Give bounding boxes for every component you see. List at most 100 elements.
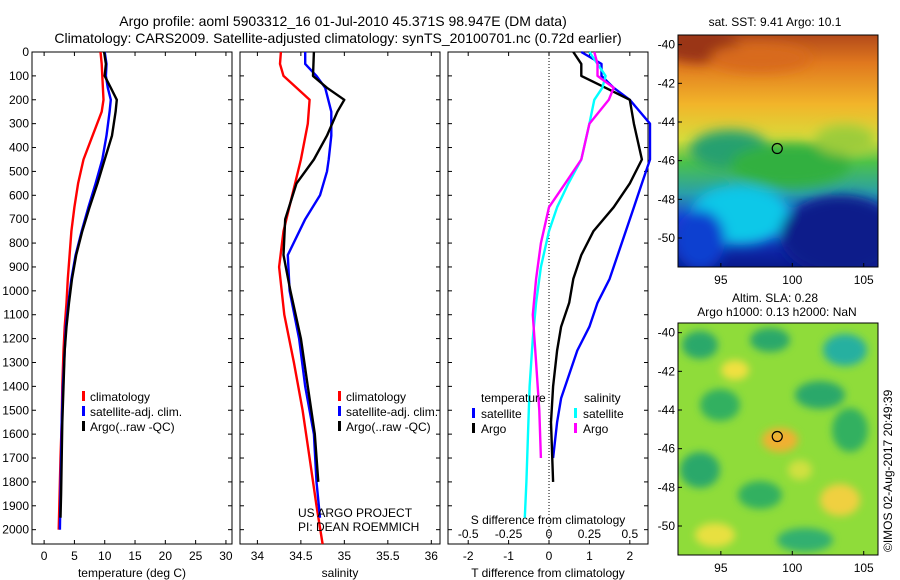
salinity-diff-tick-label: 0.25 bbox=[578, 527, 602, 541]
salinity-diff-tick-label: -0.25 bbox=[495, 527, 523, 541]
depth-tick-label: 2000 bbox=[2, 523, 29, 537]
difference-profile-xtick-label: 2 bbox=[626, 549, 633, 563]
sst-map-frame bbox=[677, 34, 879, 268]
depth-tick-label: 1100 bbox=[3, 308, 29, 322]
salinity-diff-tick-label: -0.5 bbox=[458, 527, 479, 541]
salinity-profile-xlabel: salinity bbox=[322, 566, 359, 580]
temperature-profile-series-argo-raw-qc- bbox=[59, 51, 119, 518]
salinity-panel: 34 34.5 35 35.5 36 salinity climatologysatelli… bbox=[239, 51, 441, 580]
sst-map-ytick-label: -42 bbox=[658, 76, 676, 90]
temperature-profile-series-climatology bbox=[57, 51, 105, 530]
depth-tick-label: 900 bbox=[9, 260, 29, 274]
salinity-profile-legend-label: Argo(..raw -QC) bbox=[346, 420, 431, 434]
depth-tick-label: 1800 bbox=[2, 475, 29, 489]
temperature-profile-frame bbox=[31, 51, 233, 545]
sst-map-xtick-label: 100 bbox=[782, 273, 802, 287]
sla-map-field bbox=[678, 323, 878, 555]
sla-map-ytick-label: -48 bbox=[658, 480, 676, 494]
sst-map: sat. SST: 9.41 Argo: 10.1 95 100 105 -40 -42… bbox=[658, 15, 879, 287]
depth-tick-label: 1000 bbox=[2, 284, 29, 298]
depth-tick-label: 800 bbox=[9, 236, 29, 250]
difference-profile-xtick-label: -2 bbox=[463, 549, 474, 563]
salinity-profile-xtick-label: 34 bbox=[251, 549, 265, 563]
depth-tick-label: 500 bbox=[9, 164, 29, 178]
figure-title-line1: Argo profile: aoml 5903312_16 01-Jul-201… bbox=[119, 13, 567, 29]
depth-tick-label: 700 bbox=[9, 212, 29, 226]
temperature-profile-legend-label: climatology bbox=[90, 390, 150, 404]
legend-title-salinity: salinity bbox=[584, 391, 621, 405]
salinity-profile-series-satellite-adj-clim- bbox=[286, 52, 333, 518]
difference-legend-label: satellite bbox=[481, 407, 522, 421]
sst-argo-location-marker bbox=[771, 142, 783, 155]
salinity-profile-xtick-label: 34.5 bbox=[289, 549, 313, 563]
difference-legend-label: Argo bbox=[481, 422, 507, 436]
temperature-profile-xtick-label: 20 bbox=[159, 549, 173, 563]
sst-map-axes: 95 100 105 -40 -42 -44 -46 -48 -50 bbox=[658, 38, 874, 287]
sla-map-subtitle: Argo h1000: 0.13 h2000: NaN bbox=[697, 305, 856, 319]
salinity-profile-xtick-label: 35.5 bbox=[376, 549, 400, 563]
depth-tick-label: 1900 bbox=[2, 499, 29, 513]
temperature-profile-legend-label: Argo(..raw -QC) bbox=[90, 420, 175, 434]
temperature-profile-legend-label: satellite-adj. clim. bbox=[90, 405, 182, 419]
depth-tick-label: 1300 bbox=[2, 355, 29, 369]
salinity-profile-legend-swatch bbox=[338, 421, 341, 431]
salinity-profile-xtick-label: 35 bbox=[338, 549, 352, 563]
difference-legend-swatch bbox=[472, 423, 475, 433]
sla-map-ytick-label: -46 bbox=[658, 442, 676, 456]
depth-tick-label: 200 bbox=[9, 93, 29, 107]
salinity-diff-tick-label: 0.5 bbox=[621, 527, 638, 541]
temperature-profile-legend-swatch bbox=[82, 406, 85, 416]
depth-tick-label: 1600 bbox=[2, 427, 29, 441]
difference-profile-series-salinity-argo bbox=[531, 51, 615, 459]
salinity-profile-legend-label: satellite-adj. clim. bbox=[346, 405, 438, 419]
depth-tick-label: 300 bbox=[9, 117, 29, 131]
salinity-profile-xtick-label: 36 bbox=[425, 549, 439, 563]
project-credit: US ARGO PROJECT bbox=[298, 506, 413, 520]
figure-title-line2: Climatology: CARS2009. Satellite-adjuste… bbox=[54, 30, 621, 46]
sla-map-frame bbox=[677, 322, 879, 556]
difference-legend-label: Argo bbox=[583, 422, 609, 436]
sst-map-xtick-label: 95 bbox=[714, 273, 728, 287]
salinity-profile-legend-swatch bbox=[338, 391, 341, 401]
depth-tick-label: 1200 bbox=[2, 332, 29, 346]
temperature-profile-xtick-label: 10 bbox=[98, 549, 112, 563]
difference-profile-series-temperature-argo bbox=[549, 51, 644, 482]
pi-credit: PI: DEAN ROEMMICH bbox=[298, 520, 419, 534]
temperature-profile-xtick-label: 30 bbox=[219, 549, 233, 563]
sla-map-axes: 95 100 105 -40 -42 -44 -46 -48 -50 bbox=[658, 326, 874, 575]
difference-legend-swatch bbox=[574, 408, 577, 418]
sst-map-ytick-label: -46 bbox=[658, 154, 676, 168]
temperature-panel: 0 5 10 15 20 25 300100200300400500600700800900… bbox=[2, 45, 233, 580]
temperature-profile-xlabel: temperature (deg C) bbox=[78, 566, 186, 580]
sla-map-ytick-label: -50 bbox=[658, 519, 676, 533]
temperature-profile-legend-swatch bbox=[82, 421, 85, 431]
difference-legend-label: satellite bbox=[583, 407, 624, 421]
sst-map-ytick-label: -44 bbox=[658, 115, 676, 129]
difference-legend-swatch bbox=[574, 423, 577, 433]
difference-profile-xlabel: T difference from climatology bbox=[471, 566, 625, 580]
sst-map-ytick-label: -48 bbox=[658, 192, 676, 206]
difference-legend-swatch bbox=[472, 408, 475, 418]
sst-map-field bbox=[678, 35, 878, 267]
difference-profile-xtick-label: 1 bbox=[586, 549, 593, 563]
sst-map-title: sat. SST: 9.41 Argo: 10.1 bbox=[709, 15, 842, 29]
depth-tick-label: 1700 bbox=[2, 451, 29, 465]
temperature-profile-xtick-label: 5 bbox=[71, 549, 78, 563]
temperature-profile-xtick-label: 25 bbox=[189, 549, 203, 563]
sla-map-title: Altim. SLA: 0.28 bbox=[732, 291, 818, 305]
depth-tick-label: 600 bbox=[9, 188, 29, 202]
imos-stamp: ©IMOS 02-Aug-2017 20:49:39 bbox=[881, 389, 895, 552]
salinity-profile-legend-swatch bbox=[338, 406, 341, 416]
sla-map-ytick-label: -44 bbox=[658, 403, 676, 417]
salinity-profile-legend-label: climatology bbox=[346, 390, 406, 404]
depth-tick-label: 100 bbox=[9, 69, 29, 83]
salinity-diff-axis-label: S difference from climatology bbox=[471, 513, 626, 527]
sst-map-ytick-label: -40 bbox=[658, 38, 676, 52]
salinity-diff-tick-label: 0 bbox=[546, 527, 553, 541]
sst-map-ytick-label: -50 bbox=[658, 231, 676, 245]
temperature-profile-xtick-label: 0 bbox=[41, 549, 48, 563]
difference-profile-xtick-label: -1 bbox=[503, 549, 514, 563]
depth-tick-label: 0 bbox=[22, 45, 29, 59]
